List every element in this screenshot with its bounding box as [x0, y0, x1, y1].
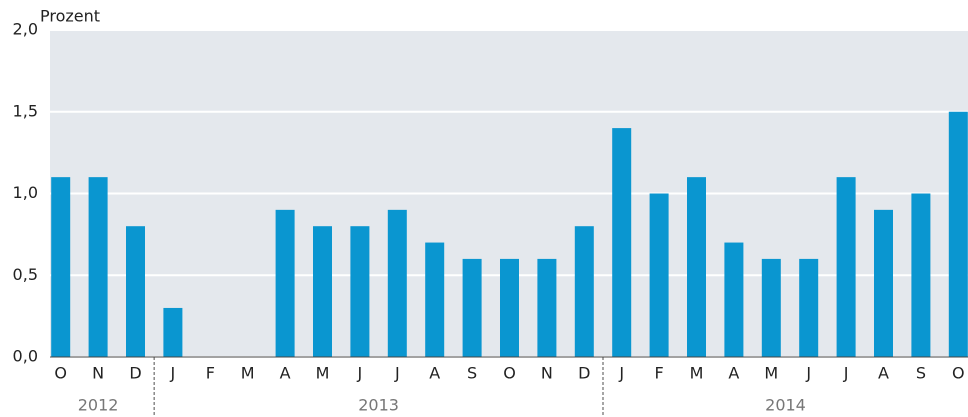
x-tick-label: D	[578, 364, 590, 383]
x-tick-label: N	[541, 364, 553, 383]
x-tick-label: O	[54, 364, 67, 383]
y-tick-label: 1,5	[13, 101, 38, 120]
x-tick-label: M	[316, 364, 330, 383]
bar	[874, 209, 893, 357]
x-tick-label: J	[394, 364, 400, 383]
bar	[88, 177, 108, 357]
x-tick-label: S	[916, 364, 926, 383]
y-axis-label: Prozent	[40, 7, 100, 26]
x-tick-label: J	[618, 364, 624, 383]
bar	[911, 193, 931, 357]
x-tick-label: O	[952, 364, 965, 383]
bar	[500, 258, 519, 357]
y-tick-label: 2,0	[13, 20, 38, 39]
bar	[163, 307, 183, 357]
year-label: 2012	[78, 396, 119, 415]
x-tick-label: J	[357, 364, 363, 383]
x-tick-label: M	[241, 364, 255, 383]
year-label: 2014	[765, 396, 806, 415]
y-tick-label: 1,0	[13, 183, 38, 202]
bar	[275, 209, 295, 357]
bar	[649, 193, 669, 357]
x-tick-label: S	[467, 364, 477, 383]
x-tick-label: N	[92, 364, 104, 383]
bar	[51, 177, 71, 357]
x-tick-label: J	[843, 364, 849, 383]
x-tick-label: F	[654, 364, 663, 383]
bar	[462, 258, 482, 357]
x-tick-label: F	[206, 364, 215, 383]
x-tick-label: D	[129, 364, 141, 383]
y-tick-label: 0,5	[13, 265, 38, 284]
x-tick-label: J	[170, 364, 176, 383]
bar	[948, 111, 968, 357]
bar	[537, 258, 557, 357]
bar	[687, 177, 706, 357]
x-tick-label: J	[805, 364, 811, 383]
bar	[350, 226, 370, 357]
x-tick-label: O	[503, 364, 516, 383]
bar	[313, 226, 332, 357]
bar	[574, 226, 594, 357]
x-tick-label: A	[728, 364, 739, 383]
bar	[126, 226, 145, 357]
y-tick-label: 0,0	[13, 347, 38, 366]
bar	[836, 177, 856, 357]
x-tick-label: A	[280, 364, 291, 383]
bar	[799, 258, 819, 357]
bar	[761, 258, 781, 357]
year-label: 2013	[358, 396, 399, 415]
x-tick-label: M	[764, 364, 778, 383]
bar	[425, 242, 445, 357]
x-tick-label: M	[690, 364, 704, 383]
bar	[387, 209, 407, 357]
bar	[612, 128, 632, 357]
x-tick-label: A	[878, 364, 889, 383]
bar	[724, 242, 744, 357]
x-tick-label: A	[429, 364, 440, 383]
